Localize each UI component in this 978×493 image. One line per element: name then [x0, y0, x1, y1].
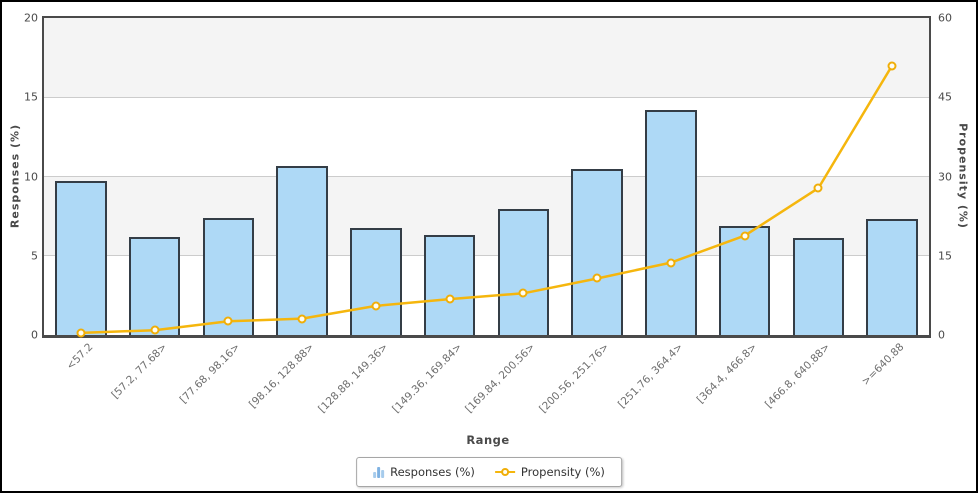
y-axis-tick-right: 60 [938, 11, 952, 25]
line-marker-icon [494, 466, 515, 478]
line-point [518, 288, 528, 298]
y-axis-tick-right: 0 [938, 328, 945, 342]
bar-[98.16, 128.88> [276, 166, 328, 335]
x-axis-label: [57.2, 77.68> [108, 341, 170, 402]
line-point [592, 273, 602, 283]
y-axis-tick-left: 10 [24, 170, 38, 183]
y-axis-tick-left: 5 [31, 249, 38, 263]
legend-label-propensity: Propensity (%) [520, 465, 605, 479]
plot-band [44, 176, 929, 256]
bar-[200.56, 251.76> [571, 168, 623, 335]
bar-[149.36, 169.84> [423, 235, 476, 335]
y-axis-title-left: Responses (%) [8, 123, 22, 229]
x-axis-label: [466.8, 640.88> [763, 341, 833, 411]
y-axis-tick-right: 15 [938, 249, 952, 263]
legend-item-responses[interactable]: Responses (%) [373, 465, 475, 479]
line-point [150, 325, 160, 335]
bar-[251.76, 364.4> [645, 109, 697, 335]
x-axis-label: [77.68, 98.16> [178, 341, 243, 406]
gridline [44, 96, 929, 98]
line-point [76, 328, 86, 338]
gridline [44, 176, 929, 177]
bar-[466.8, 640.88> [792, 237, 845, 335]
legend-item-propensity[interactable]: Propensity (%) [494, 465, 605, 479]
bar-[169.84, 200.56> [497, 209, 550, 335]
bar-<57.2 [55, 181, 107, 335]
line-point [297, 314, 307, 324]
line-point [666, 258, 676, 268]
line-point [887, 61, 897, 71]
x-axis-title: Range [466, 433, 510, 447]
line-point [740, 231, 750, 241]
bar-[128.88, 149.36> [350, 228, 402, 335]
bar-[57.2, 77.68> [128, 236, 181, 335]
line-point [371, 301, 381, 311]
bar-chart-icon [373, 466, 385, 478]
y-axis-tick-left: 0 [31, 328, 38, 342]
legend-label-responses: Responses (%) [390, 465, 475, 479]
y-axis-tick-left: 20 [24, 11, 38, 25]
legend: Responses (%) Propensity (%) [356, 457, 622, 487]
line-point [223, 316, 233, 326]
bar->=640.88 [866, 219, 918, 335]
x-axis-label: [98.16, 128.88> [247, 341, 317, 411]
x-axis-label: >=640.88 [859, 341, 907, 388]
gridline [44, 255, 929, 257]
y-axis-tick-right: 30 [938, 170, 952, 183]
bar-[364.4, 466.8> [718, 225, 771, 335]
propensity-line-layer [80, 64, 894, 335]
y-axis-title-right: Propensity (%) [956, 123, 970, 229]
line-point [445, 294, 455, 304]
y-axis-tick-left: 15 [24, 90, 38, 104]
propensity-line [80, 64, 894, 335]
plot-area [42, 16, 931, 338]
plot-band [44, 18, 929, 98]
y-axis-tick-right: 45 [938, 90, 952, 104]
bar-[77.68, 98.16> [202, 217, 255, 335]
x-axis-label: [364.4, 466.8> [694, 341, 760, 406]
line-point [813, 183, 823, 193]
